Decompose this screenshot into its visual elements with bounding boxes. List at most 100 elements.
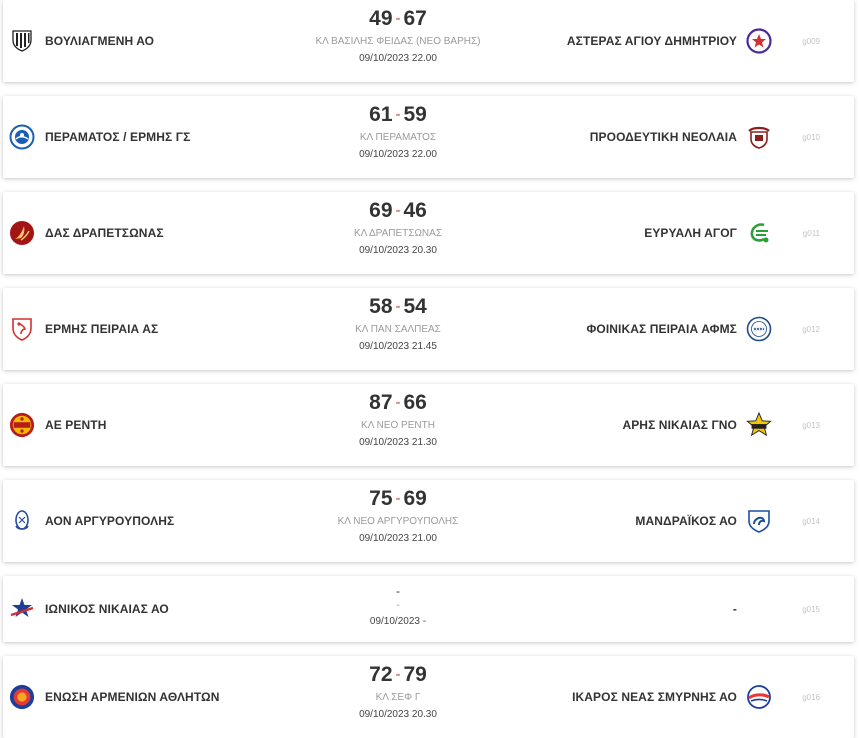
match-datetime: 09/10/2023 21.00 — [359, 533, 437, 544]
score: 87-66 — [298, 389, 498, 418]
match-card[interactable]: ΒΟΥΛΙΑΓΜΕΝΗ ΑΟ 49-67 ΚΛ ΒΑΣΙΛΗΣ ΦΕΙΔΑΣ (… — [3, 0, 854, 82]
foinikas-logo — [746, 316, 772, 342]
drapetsonas-logo — [9, 220, 35, 246]
match-datetime: 09/10/2023 20.30 — [359, 245, 437, 256]
match-info: 69-46 ΚΛ ΔΡΑΠΕΤΣΩΝΑΣ 09/10/2023 20.30 — [298, 192, 498, 274]
away-score: 79 — [403, 663, 427, 686]
game-code: g009 — [802, 36, 820, 46]
match-card[interactable]: ΑΟΝ ΑΡΓΥΡΟΥΠΟΛΗΣ 75-69 ΚΛ ΝΕΟ ΑΡΓΥΡΟΥΠΟΛ… — [3, 480, 854, 562]
home-team[interactable]: ΔΑΣ ΔΡΑΠΕΤΣΩΝΑΣ — [9, 192, 164, 274]
away-team[interactable]: ΑΡΗΣ ΝΙΚΑΙΑΣ ΓΝΟ — [622, 384, 772, 466]
away-score: 54 — [403, 295, 427, 318]
away-team-name: ΑΣΤΕΡΑΣ ΑΓΙΟΥ ΔΗΜΗΤΡΙΟΥ — [566, 34, 737, 48]
venue: ΚΛ ΠΑΝ ΣΑΛΠΕΑΣ — [355, 324, 441, 335]
home-team[interactable]: ΒΟΥΛΙΑΓΜΕΝΗ ΑΟ — [9, 0, 154, 82]
match-card[interactable]: ΙΩΝΙΚΟΣ ΝΙΚΑΙΑΣ ΑΟ - - 09/10/2023 - - g0… — [3, 576, 854, 642]
home-team[interactable]: ΕΡΜΗΣ ΠΕΙΡΑΙΑ ΑΣ — [9, 288, 158, 370]
away-team-name: ΑΡΗΣ ΝΙΚΑΙΑΣ ΓΝΟ — [622, 418, 737, 432]
away-team-name: ΦΟΙΝΙΚΑΣ ΠΕΙΡΑΙΑ ΑΦΜΣ — [586, 322, 737, 336]
score-separator: - — [396, 584, 400, 598]
venue: ΚΛ ΝΕΟ ΡΕΝΤΗ — [361, 420, 435, 431]
game-code: g011 — [802, 228, 820, 238]
match-card[interactable]: ΔΑΣ ΔΡΑΠΕΤΣΩΝΑΣ 69-46 ΚΛ ΔΡΑΠΕΤΣΩΝΑΣ 09/… — [3, 192, 854, 274]
match-card[interactable]: ΕΡΜΗΣ ΠΕΙΡΑΙΑ ΑΣ 58-54 ΚΛ ΠΑΝ ΣΑΛΠΕΑΣ 09… — [3, 288, 854, 370]
home-score: 75 — [369, 487, 393, 510]
match-datetime: 09/10/2023 20.30 — [359, 709, 437, 720]
home-team[interactable]: ΑΟΝ ΑΡΓΥΡΟΥΠΟΛΗΣ — [9, 480, 174, 562]
home-team[interactable]: ΑΕ ΡΕΝΤΗ — [9, 384, 106, 466]
home-team-name: ΑΕ ΡΕΝΤΗ — [45, 418, 107, 432]
home-score: 49 — [369, 7, 393, 30]
match-info: 58-54 ΚΛ ΠΑΝ ΣΑΛΠΕΑΣ 09/10/2023 21.45 — [298, 288, 498, 370]
home-team-name: ΠΕΡΑΜΑΤΟΣ / ΕΡΜΗΣ ΓΣ — [45, 130, 191, 144]
away-team[interactable]: ΠΡΟΟΔΕΥΤΙΚΗ ΝΕΟΛΑΙΑ — [590, 96, 772, 178]
score: 75-69 — [298, 485, 498, 514]
match-card[interactable]: ΠΕΡΑΜΑΤΟΣ / ΕΡΜΗΣ ΓΣ 61-59 ΚΛ ΠΕΡΑΜΑΤΟΣ … — [3, 96, 854, 178]
match-card[interactable]: ΑΕ ΡΕΝΤΗ 87-66 ΚΛ ΝΕΟ ΡΕΝΤΗ 09/10/2023 2… — [3, 384, 854, 466]
away-score: 59 — [403, 103, 427, 126]
match-datetime: 09/10/2023 22.00 — [359, 149, 437, 160]
aris-nikaias-logo — [746, 411, 772, 438]
match-info: 75-69 ΚΛ ΝΕΟ ΑΡΓΥΡΟΥΠΟΛΗΣ 09/10/2023 21.… — [298, 480, 498, 562]
home-team-name: ΔΑΣ ΔΡΑΠΕΤΣΩΝΑΣ — [45, 226, 164, 240]
home-score: 87 — [369, 391, 393, 414]
peramatos-logo — [9, 124, 35, 150]
home-score: 61 — [369, 103, 393, 126]
away-team[interactable]: ΦΟΙΝΙΚΑΣ ΠΕΙΡΑΙΑ ΑΦΜΣ — [586, 288, 772, 370]
match-card[interactable]: ΕΝΩΣΗ ΑΡΜΕΝΙΩΝ ΑΘΛΗΤΩΝ 72-79 ΚΛ ΣΕΦ Γ 09… — [3, 656, 854, 738]
match-info: - - 09/10/2023 - — [298, 576, 498, 642]
score-separator: - — [395, 202, 401, 219]
home-score: 69 — [369, 199, 393, 222]
score-separator: - — [395, 10, 401, 27]
match-datetime: 09/10/2023 22.00 — [359, 53, 437, 64]
ermis-peiraia-logo — [9, 316, 35, 342]
match-datetime: 09/10/2023 - — [369, 616, 427, 627]
score-separator: - — [395, 394, 401, 411]
away-team-name: ΜΑΝΔΡΑΪΚΟΣ ΑΟ — [635, 514, 737, 528]
away-team[interactable]: ΑΣΤΕΡΑΣ ΑΓΙΟΥ ΔΗΜΗΤΡΙΟΥ — [567, 0, 772, 82]
game-code: g010 — [802, 132, 820, 142]
score-separator: - — [395, 298, 401, 315]
away-score: 67 — [403, 7, 427, 30]
ikaros-logo — [746, 684, 772, 710]
game-code: g014 — [802, 516, 820, 526]
venue: - — [396, 600, 400, 611]
match-datetime: 09/10/2023 21.45 — [359, 341, 437, 352]
score: 58-54 — [298, 293, 498, 322]
vouliagmeni-logo — [9, 28, 35, 54]
home-team-name: ΒΟΥΛΙΑΓΜΕΝΗ ΑΟ — [45, 34, 155, 48]
venue: ΚΛ ΝΕΟ ΑΡΓΥΡΟΥΠΟΛΗΣ — [337, 516, 459, 527]
away-team-name: ΙΚΑΡΟΣ ΝΕΑΣ ΣΜΥΡΝΗΣ ΑΟ — [572, 690, 737, 704]
home-team-name: ΙΩΝΙΚΟΣ ΝΙΚΑΙΑΣ ΑΟ — [45, 602, 169, 616]
home-score: 72 — [369, 663, 393, 686]
away-team-name: ΠΡΟΟΔΕΥΤΙΚΗ ΝΕΟΛΑΙΑ — [589, 130, 737, 144]
away-team-name: - — [732, 602, 737, 616]
home-team[interactable]: ΙΩΝΙΚΟΣ ΝΙΚΑΙΑΣ ΑΟ — [9, 576, 169, 642]
ionikos-logo — [9, 596, 35, 622]
away-team-name: ΕΥΡΥΑΛΗ ΑΓΟΓ — [644, 226, 737, 240]
home-team-name: ΑΟΝ ΑΡΓΥΡΟΥΠΟΛΗΣ — [45, 514, 175, 528]
game-code: g012 — [802, 324, 820, 334]
score: - — [298, 584, 498, 598]
home-team[interactable]: ΕΝΩΣΗ ΑΡΜΕΝΙΩΝ ΑΘΛΗΤΩΝ — [9, 656, 220, 738]
venue: ΚΛ ΒΑΣΙΛΗΣ ΦΕΙΔΑΣ (ΝΕΟ ΒΑΡΗΣ) — [315, 36, 481, 47]
aon-argyroupolis-logo — [9, 508, 35, 534]
away-team[interactable]: ΕΥΡΥΑΛΗ ΑΓΟΓ — [644, 192, 772, 274]
home-score: 58 — [369, 295, 393, 318]
away-team[interactable]: ΜΑΝΔΡΑΪΚΟΣ ΑΟ — [635, 480, 772, 562]
proodeftiki-logo — [746, 124, 772, 150]
home-team-name: ΕΝΩΣΗ ΑΡΜΕΝΙΩΝ ΑΘΛΗΤΩΝ — [45, 690, 220, 704]
score: 61-59 — [298, 101, 498, 130]
match-info: 61-59 ΚΛ ΠΕΡΑΜΑΤΟΣ 09/10/2023 22.00 — [298, 96, 498, 178]
away-score: 46 — [403, 199, 427, 222]
score-separator: - — [395, 490, 401, 507]
score-separator: - — [395, 666, 401, 683]
home-team[interactable]: ΠΕΡΑΜΑΤΟΣ / ΕΡΜΗΣ ΓΣ — [9, 96, 190, 178]
game-code: g016 — [802, 692, 820, 702]
away-team[interactable]: ΙΚΑΡΟΣ ΝΕΑΣ ΣΜΥΡΝΗΣ ΑΟ — [572, 656, 772, 738]
game-code: g015 — [802, 604, 820, 614]
away-team[interactable]: - — [733, 576, 772, 642]
venue: ΚΛ ΔΡΑΠΕΤΣΩΝΑΣ — [353, 228, 443, 239]
score: 69-46 — [298, 197, 498, 226]
